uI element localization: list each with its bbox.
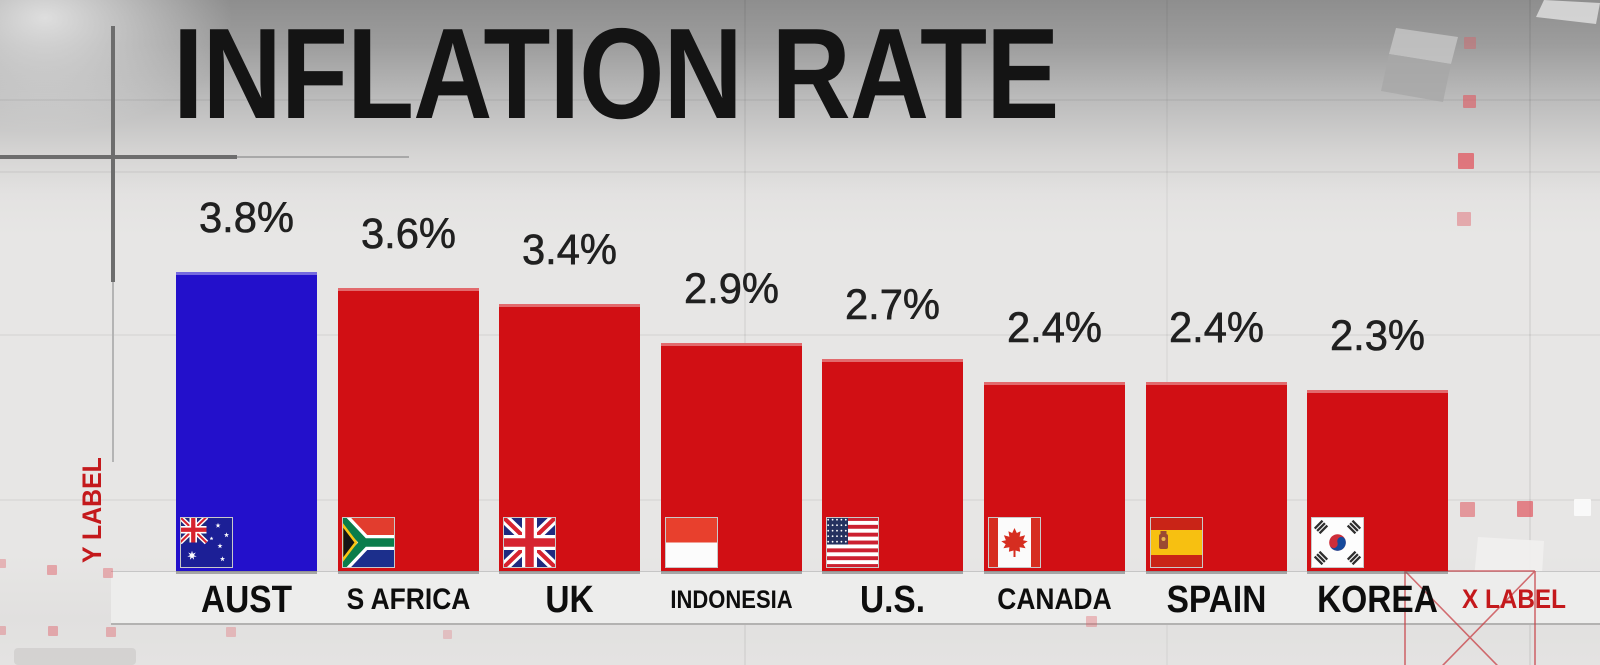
x-tick-label-s-africa: S AFRICA bbox=[346, 583, 471, 616]
x-tick-label-aust: AUST bbox=[200, 579, 293, 621]
chart-title: INFLATION RATE bbox=[173, 2, 1059, 146]
slab-decor bbox=[14, 648, 136, 665]
flag-spain-icon bbox=[1150, 517, 1203, 568]
decor-square bbox=[1464, 37, 1476, 49]
decor-square bbox=[443, 630, 452, 639]
decor-square bbox=[1458, 153, 1474, 169]
decor-square bbox=[226, 627, 236, 637]
cube-decor-icon bbox=[1536, 0, 1600, 24]
bar-value-label: 2.4% bbox=[1006, 304, 1103, 353]
flag-south-africa-icon bbox=[342, 517, 395, 568]
crosshair-horizontal-line-thin bbox=[237, 156, 409, 158]
gridline bbox=[0, 171, 1600, 173]
x-tick-label-spain: SPAIN bbox=[1166, 579, 1267, 621]
bar-value-label: 2.3% bbox=[1329, 312, 1426, 361]
decor-square bbox=[0, 559, 6, 568]
crosshair-vertical-line-thin bbox=[112, 282, 114, 462]
x-tick-label-u-s: U.S. bbox=[859, 579, 926, 621]
flag-australia-icon bbox=[180, 517, 233, 568]
flag-uk-icon bbox=[503, 517, 556, 568]
bar-value-label: 3.4% bbox=[521, 226, 618, 275]
bar-value-label: 2.4% bbox=[1168, 304, 1265, 353]
flag-usa-icon bbox=[826, 517, 879, 568]
x-axis-label: X LABEL bbox=[1462, 584, 1566, 614]
x-tick-label-canada: CANADA bbox=[997, 583, 1112, 616]
decor-square bbox=[1460, 502, 1475, 517]
flag-canada-icon bbox=[988, 517, 1041, 568]
decor-square bbox=[48, 626, 58, 636]
decor-square bbox=[0, 626, 6, 635]
bar-value-label: 2.9% bbox=[683, 265, 780, 314]
flag-indonesia-icon bbox=[665, 517, 718, 568]
gridline bbox=[1529, 0, 1531, 665]
y-axis-label: Y LABEL bbox=[77, 457, 107, 563]
flag-south-korea-icon bbox=[1311, 517, 1364, 568]
x-axis-strip bbox=[111, 571, 1600, 625]
crosshair-vertical-line bbox=[111, 26, 115, 282]
bar-value-label: 3.8% bbox=[198, 194, 295, 243]
x-tick-label-uk: UK bbox=[545, 579, 594, 621]
bar-value-label: 3.6% bbox=[360, 210, 457, 259]
decor-square bbox=[1574, 499, 1591, 516]
decor-square bbox=[47, 565, 57, 575]
cube-decor-icon bbox=[1381, 28, 1458, 102]
decor-square bbox=[106, 627, 116, 637]
x-tick-label-korea: KOREA bbox=[1317, 579, 1438, 621]
bar-value-label: 2.7% bbox=[844, 281, 941, 330]
decor-square bbox=[1463, 95, 1476, 108]
crosshair-horizontal-line bbox=[0, 155, 237, 159]
decor-square bbox=[1517, 501, 1533, 517]
x-tick-label-indonesia: INDONESIA bbox=[670, 586, 793, 614]
decor-square bbox=[1457, 212, 1471, 226]
